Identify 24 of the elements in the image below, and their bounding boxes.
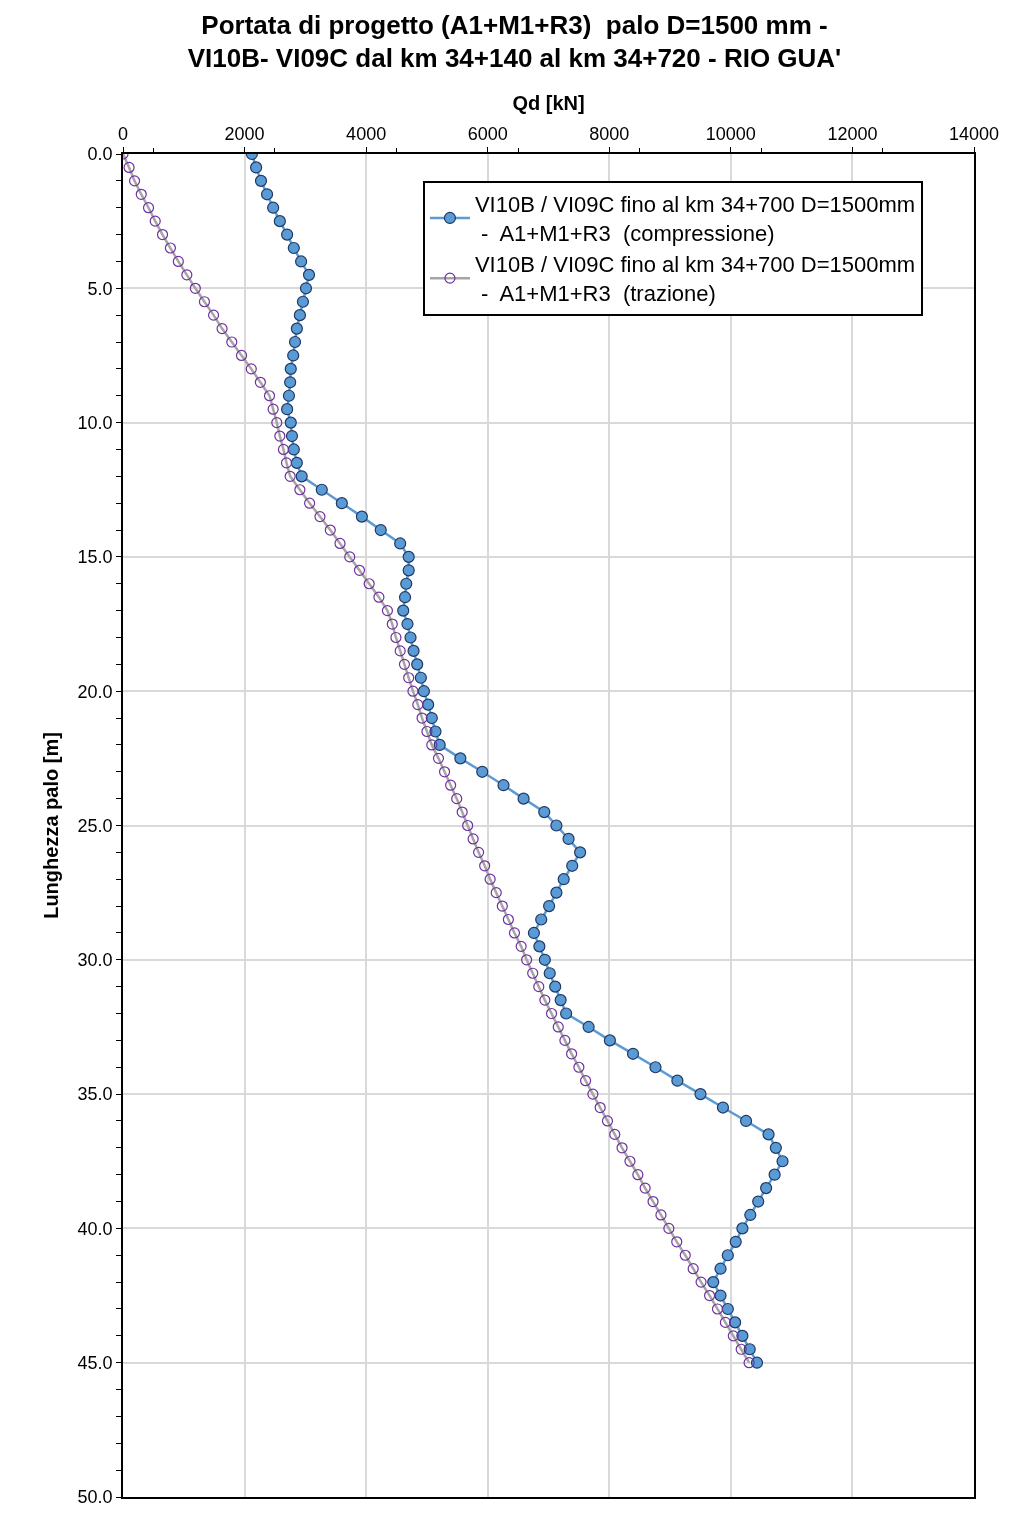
y-tick-label: 25.0 xyxy=(77,815,113,836)
y-tick-label: 45.0 xyxy=(77,1353,113,1373)
y-tick-label: 20.0 xyxy=(77,681,113,702)
x-axis-title: Qd [kN] xyxy=(512,92,585,115)
x-tick-label: 2000 xyxy=(224,124,265,145)
y-tick-label: 15.0 xyxy=(77,547,113,568)
x-tick-label: 14000 xyxy=(948,124,1000,145)
y-tick-label: 30.0 xyxy=(77,950,113,971)
x-tick-label: 8000 xyxy=(589,124,630,145)
y-tick-label: 5.0 xyxy=(87,278,113,299)
legend-label: VI10B / VI09C fino al km 34+700 D=1500mm - A1+M1+R3 (trazione) xyxy=(474,252,916,307)
y-tick-label: 10.0 xyxy=(77,412,113,433)
y-tick-label: 0.0 xyxy=(87,144,113,165)
y-axis-title: Lunghezza palo [m] xyxy=(39,732,62,919)
chart-title: Portata di progetto (A1+M1+R3) palo D=1500 mm - VI10B- VI09C dal km 34+140 al km 34+720 - RIO GUA' xyxy=(187,9,842,74)
y-tick-label: 50.0 xyxy=(77,1487,113,1508)
x-tick-label: 12000 xyxy=(827,124,878,145)
x-tick-label: 6000 xyxy=(467,124,508,145)
y-tick-label: 35.0 xyxy=(77,1084,113,1105)
legend-label: VI10B / VI09C fino al km 34+700 D=1500mm - A1+M1+R3 (compressione) xyxy=(474,192,916,246)
x-tick-label: 0 xyxy=(117,124,129,145)
y-tick-label: 40.0 xyxy=(77,1218,113,1239)
x-tick-label: 4000 xyxy=(346,124,387,145)
x-tick-label: 10000 xyxy=(705,124,756,145)
